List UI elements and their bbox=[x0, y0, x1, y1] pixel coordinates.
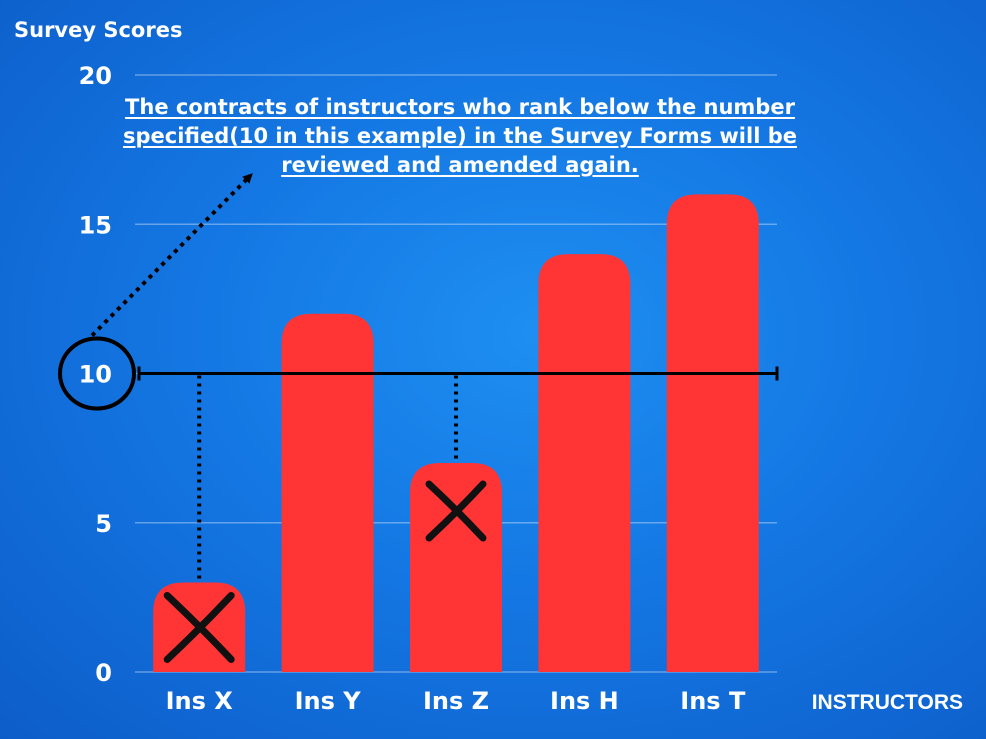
x-axis-label: INSTRUCTORS bbox=[812, 691, 963, 714]
x-mark-ins-z bbox=[425, 480, 487, 542]
y-tick-label-20: 20 bbox=[79, 62, 112, 90]
x-mark-ins-x bbox=[163, 591, 235, 663]
y-tick-label-5: 5 bbox=[95, 510, 112, 538]
threshold-circle bbox=[58, 173, 253, 411]
x-mark-stroke-b bbox=[425, 480, 487, 542]
flag-marks bbox=[163, 480, 487, 663]
chart-title: Survey Scores bbox=[14, 18, 182, 42]
annotation-note: The contracts of instructors who rank be… bbox=[123, 95, 797, 177]
bar-ins-h bbox=[538, 254, 631, 672]
x-tick-label-ins-z: Ins Z bbox=[423, 687, 489, 715]
x-tick-label-ins-y: Ins Y bbox=[295, 687, 362, 715]
y-tick-label-0: 0 bbox=[95, 659, 112, 687]
x-tick-label-ins-h: Ins H bbox=[550, 687, 619, 715]
bar-ins-z bbox=[410, 463, 502, 672]
threshold-arrow bbox=[90, 173, 253, 337]
x-axis-categories: Ins X Ins Y Ins Z Ins H Ins T bbox=[166, 687, 746, 715]
threshold-guides bbox=[197, 375, 458, 581]
threshold-circle-ring bbox=[58, 336, 136, 411]
y-tick-label-15: 15 bbox=[79, 211, 112, 239]
y-tick-label-10: 10 bbox=[79, 361, 112, 389]
bar-ins-y bbox=[281, 313, 374, 672]
x-tick-label-ins-x: Ins X bbox=[166, 687, 234, 715]
bar-ins-t bbox=[666, 194, 759, 672]
threshold-line bbox=[137, 366, 779, 381]
x-tick-label-ins-t: Ins T bbox=[680, 687, 746, 715]
y-axis-ticks: 0 5 10 15 20 bbox=[79, 62, 112, 687]
x-mark-stroke-b bbox=[163, 591, 235, 663]
